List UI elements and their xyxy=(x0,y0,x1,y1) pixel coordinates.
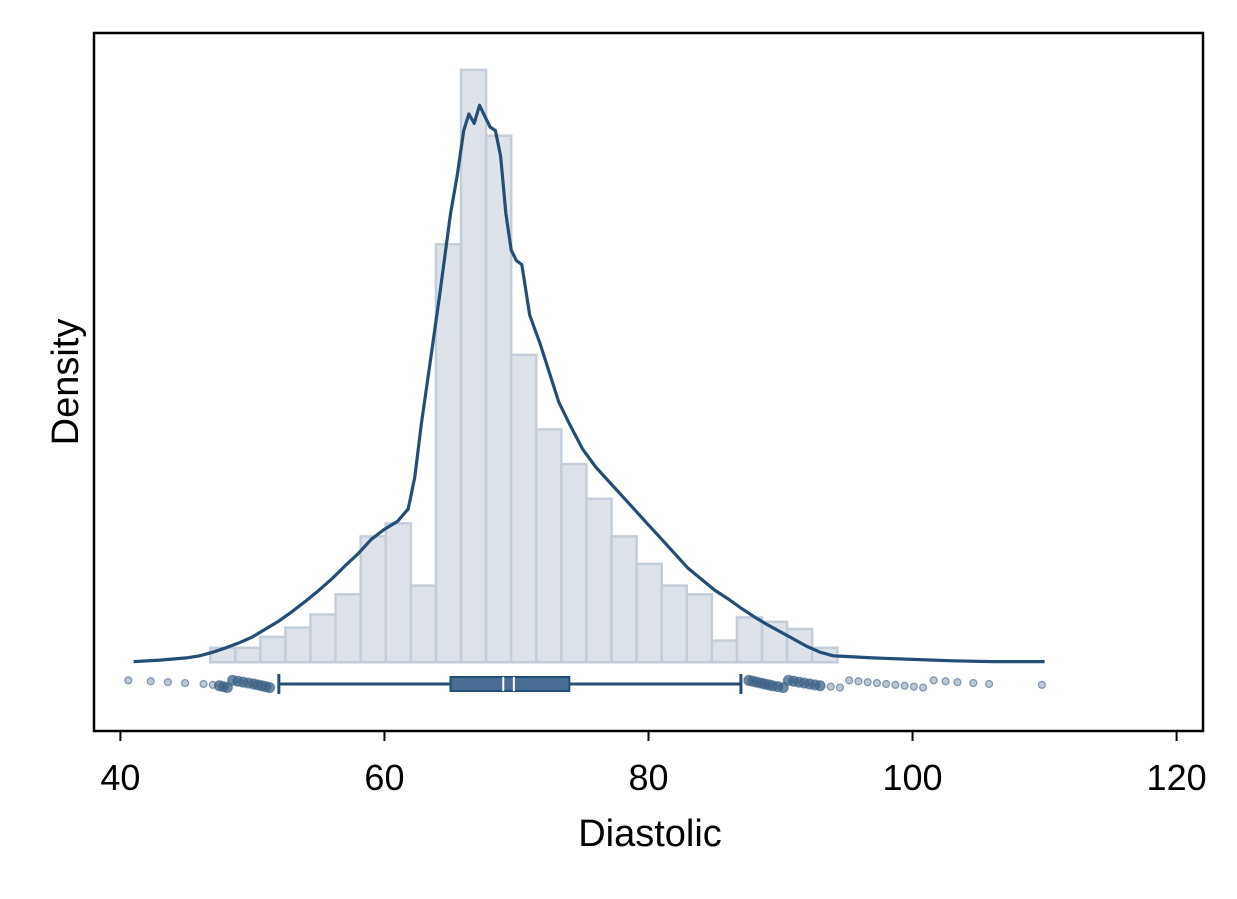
outlier-point-2 xyxy=(163,678,173,687)
outlier-point-47 xyxy=(953,678,962,687)
outlier-point-48 xyxy=(969,678,978,688)
outlier-point-0 xyxy=(124,676,133,685)
outlier-point-38 xyxy=(863,678,872,687)
x-axis-title: Diastolic xyxy=(578,813,722,855)
histogram-bar-1 xyxy=(234,646,262,664)
histogram-bar-19 xyxy=(685,593,714,664)
histogram-bars xyxy=(208,68,839,664)
histogram-bar-21 xyxy=(735,616,764,664)
x-tick-label-0: 40 xyxy=(100,757,140,798)
x-tick-label-4: 120 xyxy=(1147,757,1207,798)
x-tick-label-1: 60 xyxy=(364,757,404,798)
outlier-point-34 xyxy=(826,682,835,691)
outlier-point-1 xyxy=(146,677,155,686)
histogram-bar-12 xyxy=(509,353,538,664)
histogram-bar-18 xyxy=(660,584,689,664)
outlier-point-40 xyxy=(882,679,891,689)
outlier-point-45 xyxy=(929,676,938,685)
histogram-bar-3 xyxy=(284,626,312,664)
boxplot-layer xyxy=(124,673,1047,694)
x-tick-label-2: 80 xyxy=(628,757,668,798)
y-axis-title: Density xyxy=(45,319,87,446)
x-tick-label-3: 100 xyxy=(883,757,943,798)
outlier-point-39 xyxy=(872,678,882,688)
outlier-point-41 xyxy=(891,680,900,689)
histogram-bar-10 xyxy=(459,68,488,664)
density-curve xyxy=(133,103,1045,664)
density-curve-layer xyxy=(133,103,1045,664)
histogram-bar-9 xyxy=(434,242,463,664)
histogram-bar-20 xyxy=(710,639,739,664)
histogram-bar-14 xyxy=(560,462,588,664)
histogram-bar-8 xyxy=(409,584,438,664)
outlier-point-50 xyxy=(1037,680,1047,689)
outlier-point-37 xyxy=(854,677,863,686)
outlier-point-43 xyxy=(909,682,918,691)
outlier-point-3 xyxy=(180,678,190,688)
outlier-point-36 xyxy=(845,676,854,685)
outlier-point-4 xyxy=(199,679,208,689)
histogram-bar-15 xyxy=(585,497,613,664)
histogram-bar-7 xyxy=(384,522,413,664)
outlier-point-35 xyxy=(835,683,845,692)
histogram-bar-17 xyxy=(635,562,663,664)
outlier-point-46 xyxy=(941,677,950,686)
histogram-bar-5 xyxy=(334,593,362,664)
box-iqr xyxy=(449,675,571,692)
histogram-bar-4 xyxy=(309,613,337,664)
outlier-point-33 xyxy=(814,680,826,692)
x-axis: 40 60 80 100 120 xyxy=(100,731,1207,798)
outlier-point-17 xyxy=(263,681,276,694)
histogram-bar-6 xyxy=(359,535,388,664)
outlier-point-42 xyxy=(900,681,909,690)
outlier-point-44 xyxy=(919,683,928,692)
histogram-bar-2 xyxy=(259,635,287,664)
outlier-point-49 xyxy=(985,679,994,689)
histogram-bar-16 xyxy=(610,535,638,664)
histogram-bar-13 xyxy=(535,428,563,664)
